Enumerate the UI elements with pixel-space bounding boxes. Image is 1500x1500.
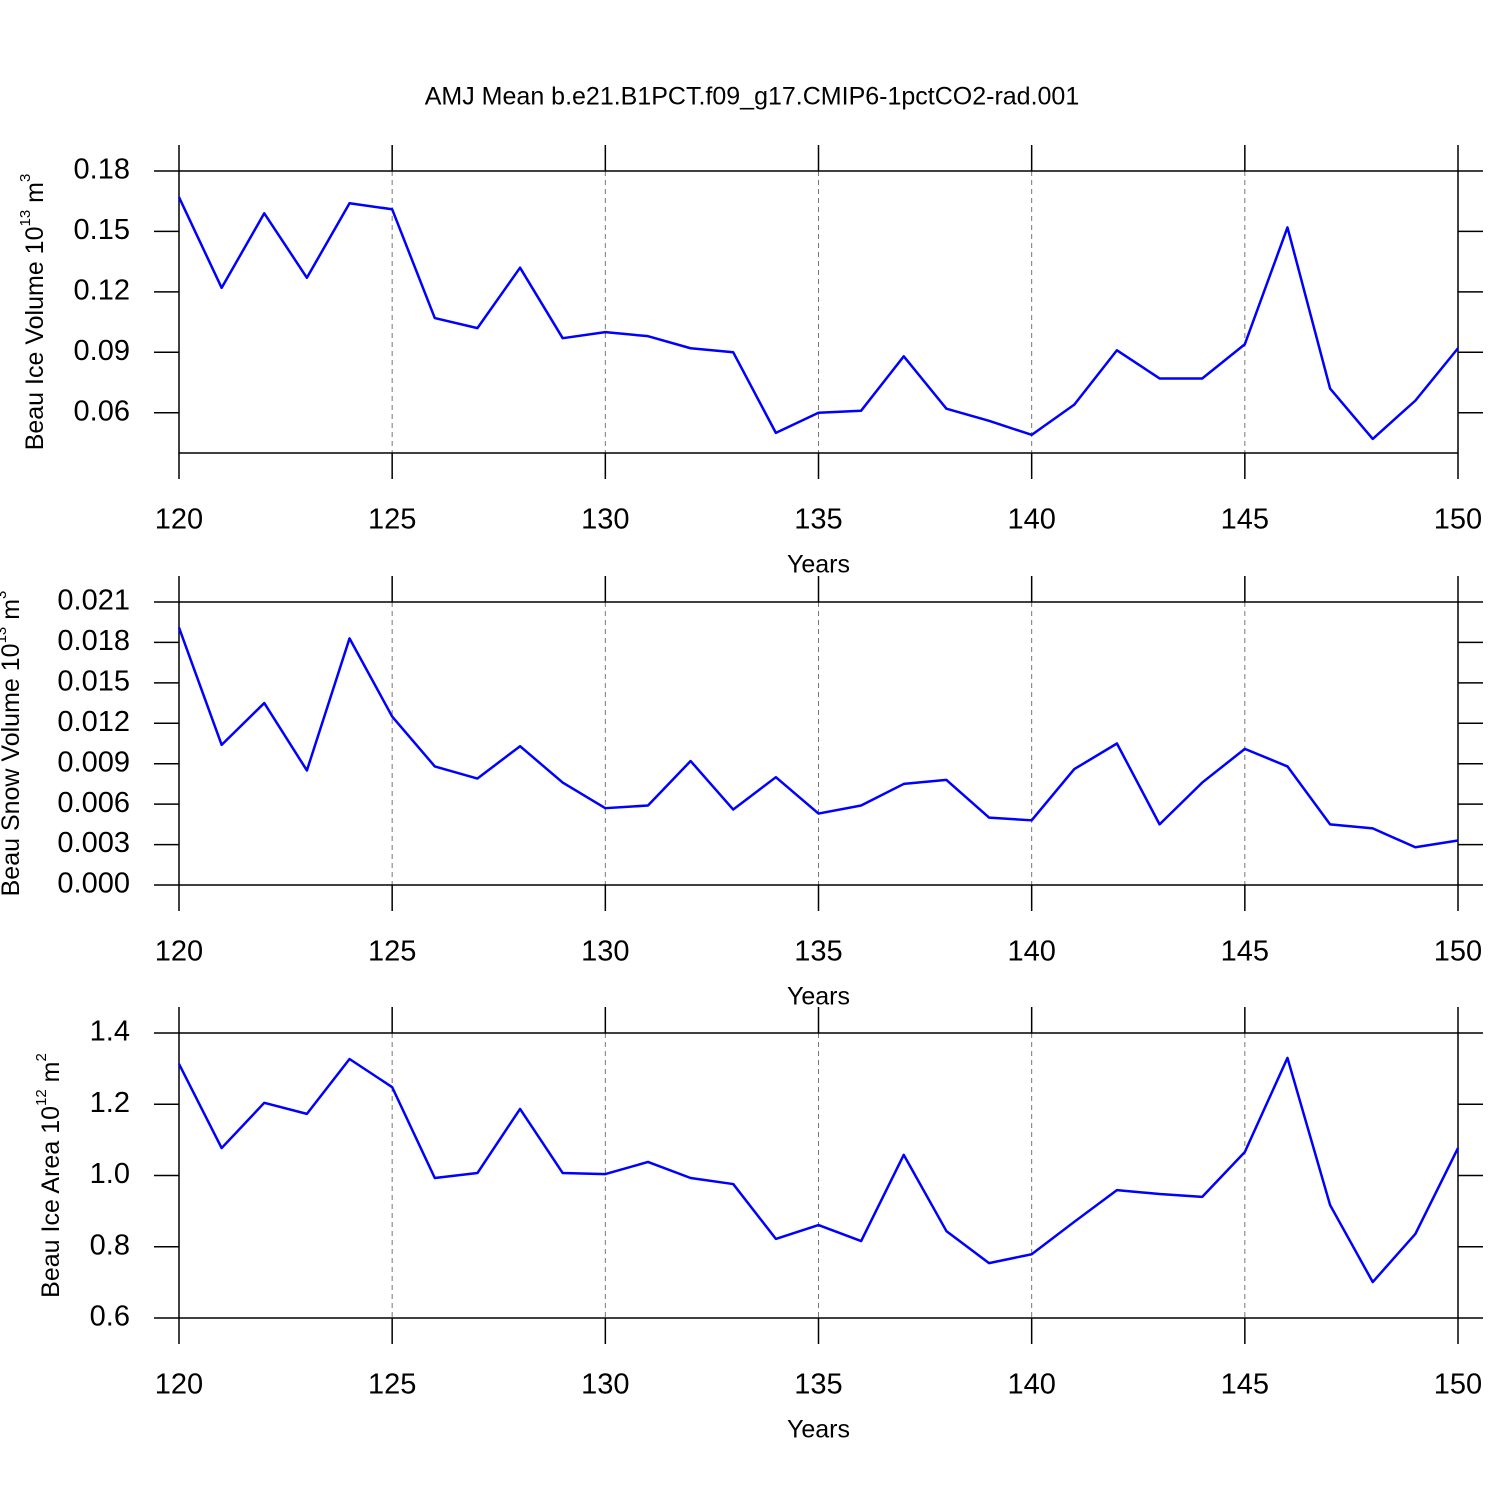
y-axis-label: Beau Ice Area 1012 m2 xyxy=(33,1053,65,1298)
x-tick-label: 150 xyxy=(1434,936,1482,968)
x-axis-label: Years xyxy=(787,983,850,1011)
y-tick-label: 0.009 xyxy=(57,746,130,778)
x-tick-label: 145 xyxy=(1221,1369,1269,1401)
y-tick-label: 0.18 xyxy=(74,154,130,186)
x-tick-label: 140 xyxy=(1007,936,1055,968)
data-line xyxy=(177,196,1459,441)
superscript: 3 xyxy=(0,591,10,599)
label-part: m xyxy=(0,599,25,627)
y-tick-label: 0.018 xyxy=(57,625,130,657)
x-tick-label: 130 xyxy=(581,936,629,968)
superscript: 12 xyxy=(33,1089,50,1106)
x-tick-label: 125 xyxy=(368,936,416,968)
y-tick-label: 0.8 xyxy=(90,1229,130,1261)
plot-frame xyxy=(178,601,1459,886)
x-tick-label: 150 xyxy=(1434,504,1482,536)
label-part: m xyxy=(37,1062,65,1090)
x-axis-label: Years xyxy=(787,1416,850,1444)
superscript: 2 xyxy=(33,1053,50,1061)
x-tick-label: 135 xyxy=(794,504,842,536)
x-tick-label: 145 xyxy=(1221,936,1269,968)
y-axis-label: Beau Ice Volume 1013 m3 xyxy=(17,174,49,451)
x-tick-label: 150 xyxy=(1434,1369,1482,1401)
y-tick-label: 0.021 xyxy=(57,585,130,617)
y-tick-label: 0.09 xyxy=(74,335,130,367)
x-tick-label: 130 xyxy=(581,504,629,536)
label-part: m xyxy=(21,182,49,210)
x-tick-label: 135 xyxy=(794,1369,842,1401)
x-axis-label: Years xyxy=(787,551,850,579)
x-tick-label: 120 xyxy=(155,936,203,968)
x-tick-label: 145 xyxy=(1221,504,1269,536)
label-part: Beau Ice Area 10 xyxy=(37,1106,65,1298)
label-part: Beau Ice Volume 10 xyxy=(21,227,49,451)
figure-title: AMJ Mean b.e21.B1PCT.f09_g17.CMIP6-1pctC… xyxy=(425,83,1080,111)
y-tick-label: 0.003 xyxy=(57,827,130,859)
x-tick-label: 120 xyxy=(155,504,203,536)
plot-frame xyxy=(178,1032,1459,1319)
data-line xyxy=(177,627,1459,849)
superscript: 13 xyxy=(17,210,34,227)
y-tick-label: 1.4 xyxy=(90,1016,130,1048)
y-tick-label: 0.000 xyxy=(57,868,130,900)
y-tick-label: 0.06 xyxy=(74,395,130,427)
data-line xyxy=(177,1056,1460,1284)
x-tick-label: 135 xyxy=(794,936,842,968)
y-tick-label: 1.0 xyxy=(90,1158,130,1190)
superscript: 13 xyxy=(0,627,10,644)
x-tick-label: 140 xyxy=(1007,504,1055,536)
y-tick-label: 0.6 xyxy=(90,1301,130,1333)
x-tick-label: 125 xyxy=(368,1369,416,1401)
plot-frame xyxy=(178,170,1459,454)
y-axis-label: Beau Snow Volume 1013 m3 xyxy=(0,591,25,897)
x-tick-label: 125 xyxy=(368,504,416,536)
x-tick-label: 140 xyxy=(1007,1369,1055,1401)
label-part: Beau Snow Volume 10 xyxy=(0,643,25,896)
superscript: 3 xyxy=(17,174,34,182)
y-tick-label: 0.006 xyxy=(57,787,130,819)
x-tick-label: 130 xyxy=(581,1369,629,1401)
y-tick-label: 0.015 xyxy=(57,666,130,698)
y-tick-label: 0.15 xyxy=(74,214,130,246)
y-tick-label: 1.2 xyxy=(90,1087,130,1119)
y-tick-label: 0.12 xyxy=(74,275,130,307)
x-tick-label: 120 xyxy=(155,1369,203,1401)
y-tick-label: 0.012 xyxy=(57,706,130,738)
